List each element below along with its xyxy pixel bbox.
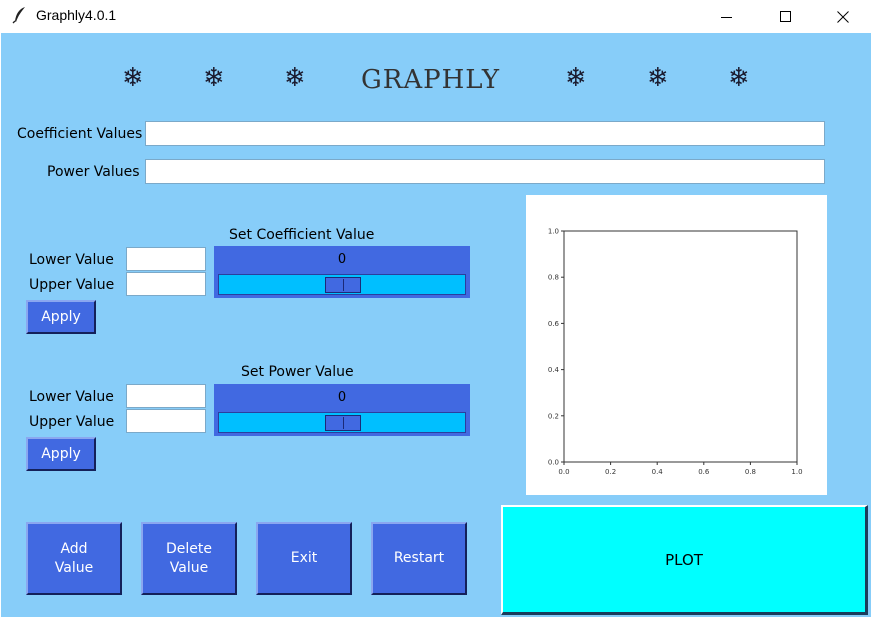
coefficient-values-label: Coefficient Values <box>17 126 143 142</box>
plot-canvas: 0.0 0.2 0.4 0.6 0.8 1.0 0.0 0.2 0.4 0.6 0.8 1.0 <box>526 195 827 495</box>
coefficient-lower-input[interactable] <box>126 247 206 271</box>
power-apply-button[interactable]: Apply <box>26 437 96 471</box>
x-tick-label: 1.0 <box>791 468 802 476</box>
power-slider-handle[interactable] <box>325 415 361 431</box>
delete-value-label-line2: Value <box>169 559 209 576</box>
exit-button[interactable]: Exit <box>256 522 352 595</box>
y-tick-label: 0.4 <box>548 366 560 374</box>
snowflake-icon: ❄ <box>565 63 587 93</box>
y-tick-label: 0.8 <box>548 274 559 282</box>
power-lower-input[interactable] <box>126 384 206 408</box>
coefficient-lower-label: Lower Value <box>29 252 114 268</box>
coefficient-upper-label: Upper Value <box>29 277 115 293</box>
feather-icon <box>12 7 25 24</box>
app-heading: GRAPHLY <box>361 65 501 95</box>
power-slider-trough[interactable] <box>218 412 466 433</box>
snowflake-icon: ❄ <box>284 63 306 93</box>
coefficient-apply-button[interactable]: Apply <box>26 300 96 334</box>
y-tick-label: 0.0 <box>548 459 559 467</box>
coefficient-slider-value: 0 <box>337 252 347 267</box>
y-tick-label: 0.6 <box>548 320 560 328</box>
coefficient-slider-handle[interactable] <box>325 277 361 293</box>
snowflake-icon: ❄ <box>122 63 144 93</box>
snowflake-icon: ❄ <box>728 63 750 93</box>
exit-label: Exit <box>290 550 318 566</box>
plot-axes: 0.0 0.2 0.4 0.6 0.8 1.0 0.0 0.2 0.4 0.6 0.8 1.0 <box>548 228 803 477</box>
set-coefficient-title: Set Coefficient Value <box>229 227 375 243</box>
power-upper-input[interactable] <box>126 409 206 433</box>
plot-frame <box>563 230 798 463</box>
minimize-button[interactable] <box>698 0 756 33</box>
x-tick-label: 0.4 <box>652 468 664 476</box>
power-slider-value: 0 <box>337 390 347 405</box>
x-tick-label: 0.8 <box>745 468 756 476</box>
y-tick-label: 0.2 <box>548 412 559 420</box>
power-apply-label: Apply <box>41 445 81 462</box>
coefficient-apply-label: Apply <box>41 308 81 325</box>
add-value-button[interactable]: Add Value <box>26 522 122 595</box>
power-upper-label: Upper Value <box>29 414 115 430</box>
power-values-label: Power Values <box>47 164 140 180</box>
x-tick-label: 0.6 <box>698 468 710 476</box>
power-lower-label: Lower Value <box>29 389 114 405</box>
minimize-icon <box>721 16 732 18</box>
add-value-label-line1: Add <box>60 540 88 557</box>
coefficient-slider-trough[interactable] <box>218 274 466 295</box>
coefficient-slider[interactable]: 0 <box>214 246 470 298</box>
maximize-icon <box>780 10 791 22</box>
main-window: ❄ ❄ ❄ GRAPHLY ❄ ❄ ❄ Coefficient Values P… <box>1 33 871 617</box>
delete-value-label-line1: Delete <box>166 540 212 557</box>
coefficient-upper-input[interactable] <box>126 272 206 296</box>
delete-value-button[interactable]: Delete Value <box>141 522 237 595</box>
coefficient-values-input[interactable] <box>145 121 825 146</box>
snowflake-icon: ❄ <box>203 63 225 93</box>
power-slider[interactable]: 0 <box>214 384 470 436</box>
restart-label: Restart <box>393 550 445 566</box>
plot-label: PLOT <box>665 550 703 569</box>
title-bar: Graphly4.0.1 <box>0 0 872 33</box>
snowflake-icon: ❄ <box>647 63 669 93</box>
plot-button[interactable]: PLOT <box>501 505 868 615</box>
y-tick-label: 1.0 <box>548 228 559 236</box>
close-button[interactable] <box>814 0 872 33</box>
set-power-title: Set Power Value <box>241 364 354 380</box>
add-value-label-line2: Value <box>54 559 94 576</box>
maximize-button[interactable] <box>757 0 815 33</box>
x-tick-label: 0.0 <box>558 468 569 476</box>
close-icon <box>837 10 849 23</box>
x-tick-label: 0.2 <box>605 468 616 476</box>
restart-button[interactable]: Restart <box>371 522 467 595</box>
window-title: Graphly4.0.1 <box>36 7 117 23</box>
power-values-input[interactable] <box>145 159 825 184</box>
